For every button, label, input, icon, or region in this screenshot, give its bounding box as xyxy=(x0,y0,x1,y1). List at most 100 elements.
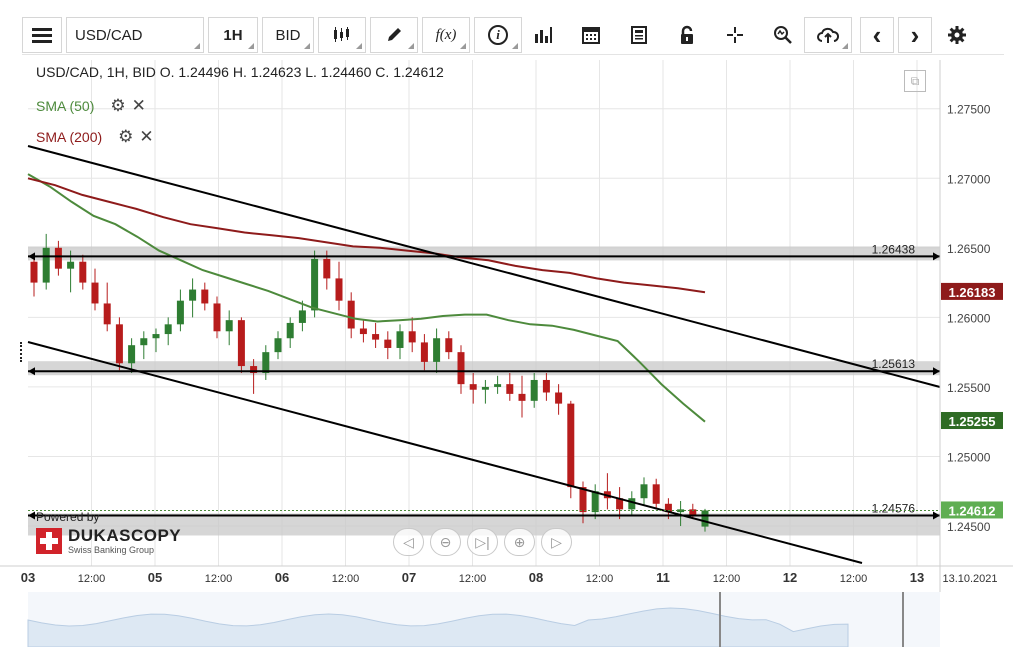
price-tick-label: 1.27000 xyxy=(947,172,991,186)
price-type-selector[interactable]: BID xyxy=(262,17,314,53)
next-button[interactable]: › xyxy=(898,17,932,53)
sma50-close-icon[interactable]: ✕ xyxy=(131,96,146,115)
lock-button[interactable] xyxy=(670,17,704,53)
candle xyxy=(384,331,392,360)
candle xyxy=(408,317,416,353)
drawing-tools-button[interactable] xyxy=(370,17,418,53)
candle xyxy=(555,384,563,415)
candle-body xyxy=(262,352,270,374)
price-tick-label: 1.25500 xyxy=(947,381,991,395)
price-tick-label: 1.26500 xyxy=(947,242,991,256)
candle xyxy=(481,379,489,404)
navigator-area xyxy=(27,607,849,647)
candle xyxy=(91,268,99,311)
price-tick-label: 1.27500 xyxy=(947,103,991,117)
popout-icon[interactable]: ⧉ xyxy=(904,70,926,92)
price-label-box xyxy=(941,282,1003,300)
reset-view-button[interactable]: ▷| xyxy=(467,528,498,556)
level-label: 1.25613 xyxy=(872,357,916,371)
price-label-box xyxy=(941,501,1003,519)
info-button[interactable]: i xyxy=(474,17,522,53)
chart-type-button[interactable] xyxy=(318,17,366,53)
time-tick-label: 12:00 xyxy=(78,573,106,585)
candle xyxy=(201,282,209,311)
level-arrow-left xyxy=(28,367,35,376)
time-tick-label: 12 xyxy=(783,570,797,585)
candle xyxy=(506,373,514,401)
lock-icon xyxy=(681,25,693,44)
chart-navigation: ◁ ⊖ ▷| ⊕ ▷ xyxy=(393,528,572,556)
candle xyxy=(347,292,355,339)
candlestick-icon xyxy=(334,27,349,42)
prev-button[interactable]: ‹ xyxy=(860,17,894,53)
hamburger-icon xyxy=(32,25,52,46)
candle xyxy=(420,334,428,371)
crosshair-icon xyxy=(727,27,743,43)
bar-chart-icon xyxy=(535,27,552,43)
candle-body xyxy=(298,310,306,323)
candle xyxy=(652,478,660,510)
candle-body xyxy=(30,261,38,283)
timeframe-selector[interactable]: 1H xyxy=(208,17,258,53)
ohlc-legend: USD/CAD, 1H, BID O. 1.24496 H. 1.24623 L… xyxy=(36,64,444,80)
zoom-icon xyxy=(774,26,792,44)
sma50-settings-icon[interactable]: ⚙ xyxy=(110,96,126,115)
triangle-left-icon: ◁ xyxy=(403,533,414,550)
candle-body xyxy=(616,498,624,510)
crosshair-button[interactable] xyxy=(718,17,752,53)
volume-button[interactable] xyxy=(526,17,560,53)
candle-body xyxy=(555,392,563,404)
time-tick-label: 12:00 xyxy=(459,573,487,585)
candle-body xyxy=(701,510,709,527)
menu-button[interactable] xyxy=(22,17,62,53)
news-button[interactable] xyxy=(622,17,656,53)
resize-handle-icon[interactable] xyxy=(20,342,24,362)
sma50-label[interactable]: SMA (50) xyxy=(36,98,95,114)
candle-body xyxy=(79,261,87,283)
export-button[interactable] xyxy=(804,17,852,53)
settings-button[interactable] xyxy=(940,17,974,53)
candle-body xyxy=(347,300,355,329)
zoom-in-button[interactable]: ⊕ xyxy=(504,528,535,556)
powered-by-text: Powered by xyxy=(36,510,100,524)
sma50-legend: SMA (50) ⚙ ✕ xyxy=(36,96,146,116)
time-tick-label: 12:00 xyxy=(332,573,360,585)
candle xyxy=(250,359,258,394)
time-tick-label: 06 xyxy=(275,570,289,585)
candle-body xyxy=(140,338,148,346)
candle-body xyxy=(237,320,245,367)
candle xyxy=(701,508,709,532)
candle xyxy=(311,250,319,318)
candle-body xyxy=(518,393,526,401)
sma200-label[interactable]: SMA (200) xyxy=(36,129,103,145)
candle xyxy=(494,375,502,394)
sma200-settings-icon[interactable]: ⚙ xyxy=(118,127,134,146)
zoom-out-button[interactable]: ⊖ xyxy=(430,528,461,556)
candle-body xyxy=(542,379,550,393)
sma200-legend: SMA (200) ⚙ ✕ xyxy=(36,127,154,147)
sma200-close-icon[interactable]: ✕ xyxy=(139,127,154,146)
scroll-left-button[interactable]: ◁ xyxy=(393,528,424,556)
candle-body xyxy=(54,247,62,269)
time-tick-label: 12:00 xyxy=(586,573,614,585)
reset-icon: ▷| xyxy=(475,533,490,550)
swiss-cross-icon xyxy=(36,528,62,554)
info-icon: i xyxy=(488,25,508,45)
calendar-button[interactable] xyxy=(574,17,608,53)
candle xyxy=(164,317,172,346)
zoom-button[interactable] xyxy=(766,17,800,53)
time-axis: 03 12:00 05 12:00 06 12:00 07 12:00 08 12:00 11 12:… xyxy=(0,565,1013,585)
navigator-strip xyxy=(27,592,940,647)
candle-body xyxy=(494,384,502,387)
candle-body xyxy=(530,379,538,401)
time-tick-label: 12:00 xyxy=(713,573,741,585)
price-axis: 1.27500 1.27000 1.26500 1.26000 1.25500 1.250… xyxy=(939,60,1003,592)
price-label-text: 1.26183 xyxy=(949,285,996,300)
indicators-button[interactable]: f(x) xyxy=(422,17,470,53)
candle xyxy=(42,233,50,290)
symbol-selector[interactable]: USD/CAD xyxy=(66,17,204,53)
level-zone xyxy=(28,513,940,536)
candle-body xyxy=(250,366,258,374)
scroll-right-button[interactable]: ▷ xyxy=(541,528,572,556)
